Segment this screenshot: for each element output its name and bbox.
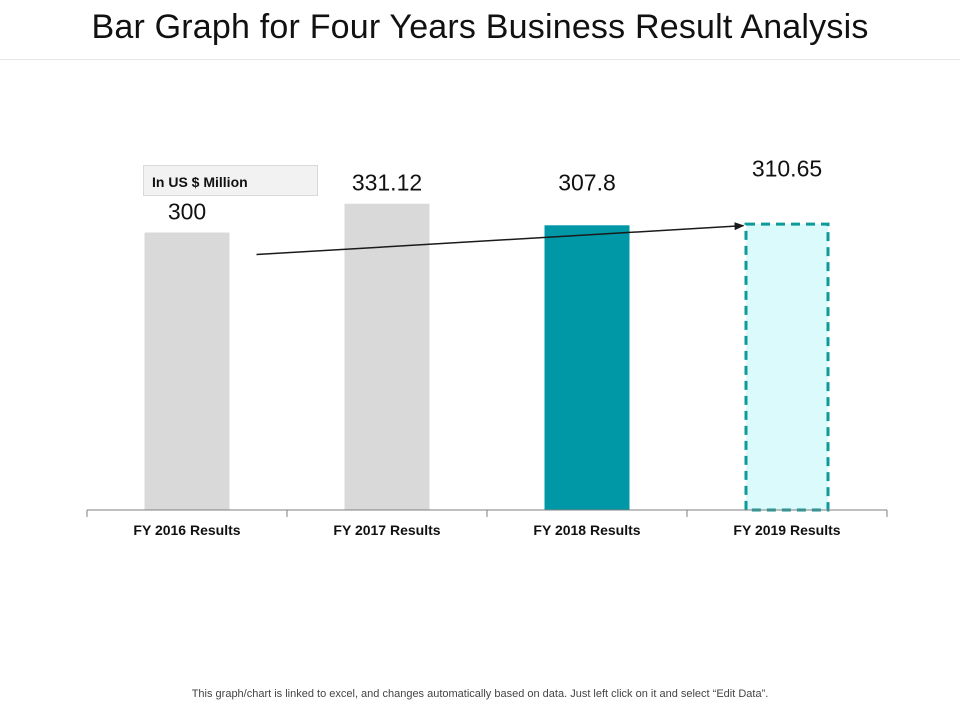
value-label-4: 310.65 xyxy=(752,156,822,182)
bars-layer xyxy=(144,203,830,512)
title-divider xyxy=(0,59,960,60)
value-label-3: 307.8 xyxy=(558,169,616,195)
labels-layer: 300 FY 2016 Results 331.12 FY 2017 Results 3… xyxy=(133,156,840,538)
axis-layer xyxy=(86,509,888,517)
category-label-4: FY 2019 Results xyxy=(733,522,840,538)
bar-4 xyxy=(744,222,830,512)
value-label-2: 331.12 xyxy=(352,170,422,196)
trend-arrow xyxy=(256,222,745,256)
chart-title: Bar Graph for Four Years Business Result… xyxy=(91,8,869,46)
bar-1 xyxy=(144,232,230,510)
annotation-layer xyxy=(256,222,745,256)
value-label-1: 300 xyxy=(168,199,206,225)
category-label-2: FY 2017 Results xyxy=(333,522,440,538)
category-label-1: FY 2016 Results xyxy=(133,522,240,538)
footer-note: This graph/chart is linked to excel, and… xyxy=(191,688,769,700)
bar-3 xyxy=(544,225,630,510)
category-label-3: FY 2018 Results xyxy=(533,522,640,538)
unit-label-box: In US $ Million xyxy=(143,165,318,196)
bar-2 xyxy=(344,203,430,511)
